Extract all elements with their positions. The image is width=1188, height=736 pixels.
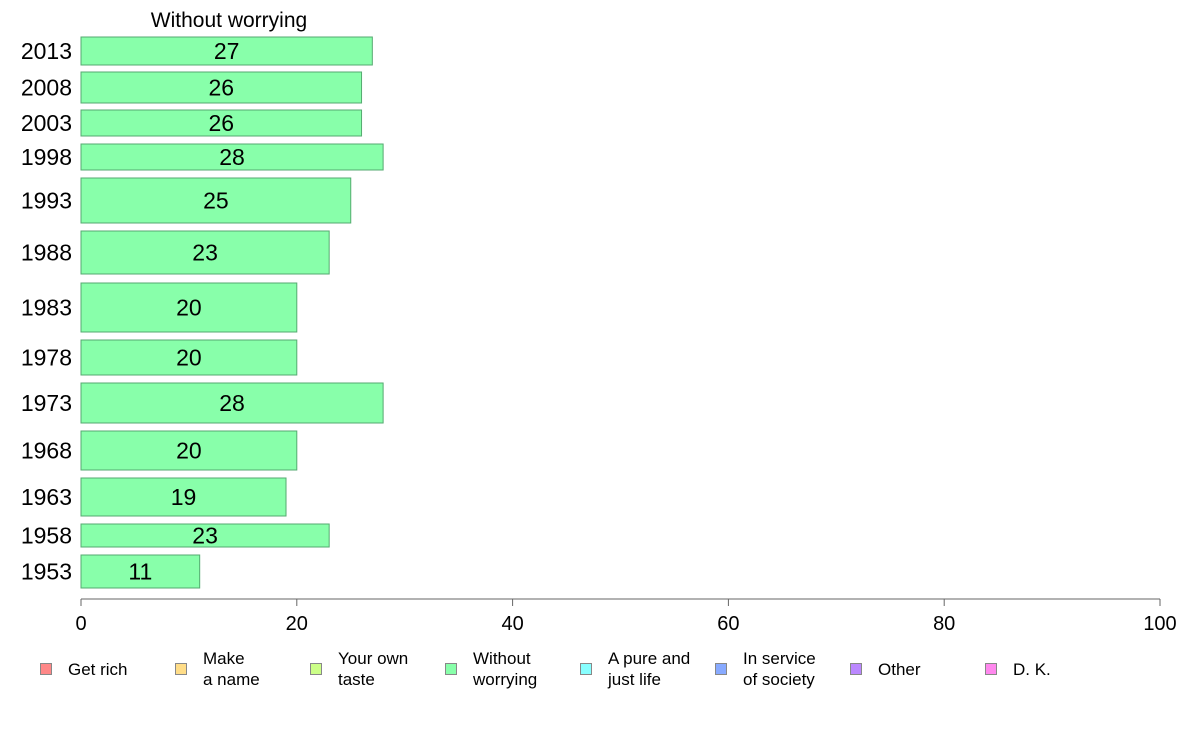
data-label-1973: 28 xyxy=(219,390,245,416)
data-label-1993: 25 xyxy=(203,188,229,214)
bar-2013 xyxy=(80,36,373,66)
x-tick-label-40: 40 xyxy=(501,613,523,635)
category-label-1998: 1998 xyxy=(21,144,72,170)
data-label-2008: 26 xyxy=(208,75,234,101)
category-label-1988: 1988 xyxy=(21,240,72,266)
data-label-1998: 28 xyxy=(219,144,245,170)
data-label-1968: 20 xyxy=(176,438,202,464)
x-tick-label-100: 100 xyxy=(1143,613,1176,635)
legend-item: Other xyxy=(850,646,921,692)
category-label-1978: 1978 xyxy=(21,345,72,371)
data-label-2013: 27 xyxy=(214,38,240,64)
bar-1963 xyxy=(80,477,287,517)
category-label-2008: 2008 xyxy=(21,75,72,101)
legend-item: Your own taste xyxy=(310,646,408,692)
data-label-1958: 23 xyxy=(192,523,218,549)
legend-swatch xyxy=(580,663,592,675)
x-tick-label-60: 60 xyxy=(717,613,739,635)
legend-item: A pure and just life xyxy=(580,646,690,692)
bar-1973 xyxy=(80,382,384,424)
legend-label: Your own taste xyxy=(338,649,409,689)
data-label-1988: 23 xyxy=(192,240,218,266)
legend-swatch xyxy=(175,663,187,675)
legend-swatch xyxy=(445,663,457,675)
bar-1988 xyxy=(80,230,330,275)
x-tick-label-80: 80 xyxy=(933,613,955,635)
legend-swatch xyxy=(850,663,862,675)
legend-label: Get rich xyxy=(68,659,128,679)
category-label-1958: 1958 xyxy=(21,523,72,549)
category-label-1968: 1968 xyxy=(21,438,72,464)
legend-label: D. K. xyxy=(1013,659,1051,679)
legend-item: Without worrying xyxy=(445,646,537,692)
chart-title: Without worrying xyxy=(151,9,307,32)
bar-1968 xyxy=(80,430,298,471)
legend-swatch xyxy=(715,663,727,675)
legend-label: Make a name xyxy=(203,649,260,689)
bars-group: 2013 27 2008 26 2003 26 1998 28 1993 25 1988 23 1983… xyxy=(21,36,384,589)
legend-label: Without worrying xyxy=(473,649,538,689)
category-label-1973: 1973 xyxy=(21,390,72,416)
x-tick-label-20: 20 xyxy=(286,613,308,635)
data-label-1953: 11 xyxy=(128,559,152,585)
category-label-1953: 1953 xyxy=(21,559,72,585)
bar-1958 xyxy=(80,523,330,548)
x-axis: 0 20 40 60 80 100 xyxy=(75,598,1177,635)
bar-1993 xyxy=(80,177,352,224)
legend-item: Make a name xyxy=(175,646,260,692)
legend: Get rich Make a name Your own taste Without… xyxy=(0,646,1188,696)
legend-item: In service of society xyxy=(715,646,816,692)
legend-label: Other xyxy=(878,659,921,679)
legend-swatch xyxy=(985,663,997,675)
bar-1953 xyxy=(80,554,201,589)
category-label-1983: 1983 xyxy=(21,295,72,321)
bar-2008 xyxy=(80,71,363,104)
category-label-1963: 1963 xyxy=(21,484,72,510)
data-label-1963: 19 xyxy=(171,484,197,510)
legend-label: In service of society xyxy=(743,649,816,689)
legend-item: D. K. xyxy=(985,646,1051,692)
category-label-2013: 2013 xyxy=(21,38,72,64)
x-tick-label-0: 0 xyxy=(75,613,86,635)
legend-swatch xyxy=(40,663,52,675)
bar-1998 xyxy=(80,143,384,171)
legend-item: Get rich xyxy=(40,646,128,692)
bar-2003 xyxy=(80,109,363,137)
category-label-2003: 2003 xyxy=(21,110,72,136)
data-label-1983: 20 xyxy=(176,295,202,321)
bar-1978 xyxy=(80,339,298,376)
legend-swatch xyxy=(310,663,322,675)
data-label-1978: 20 xyxy=(176,345,202,371)
bar-1983 xyxy=(80,282,298,333)
legend-label: A pure and just life xyxy=(608,649,691,689)
data-label-2003: 26 xyxy=(208,110,234,136)
category-label-1993: 1993 xyxy=(21,188,72,214)
